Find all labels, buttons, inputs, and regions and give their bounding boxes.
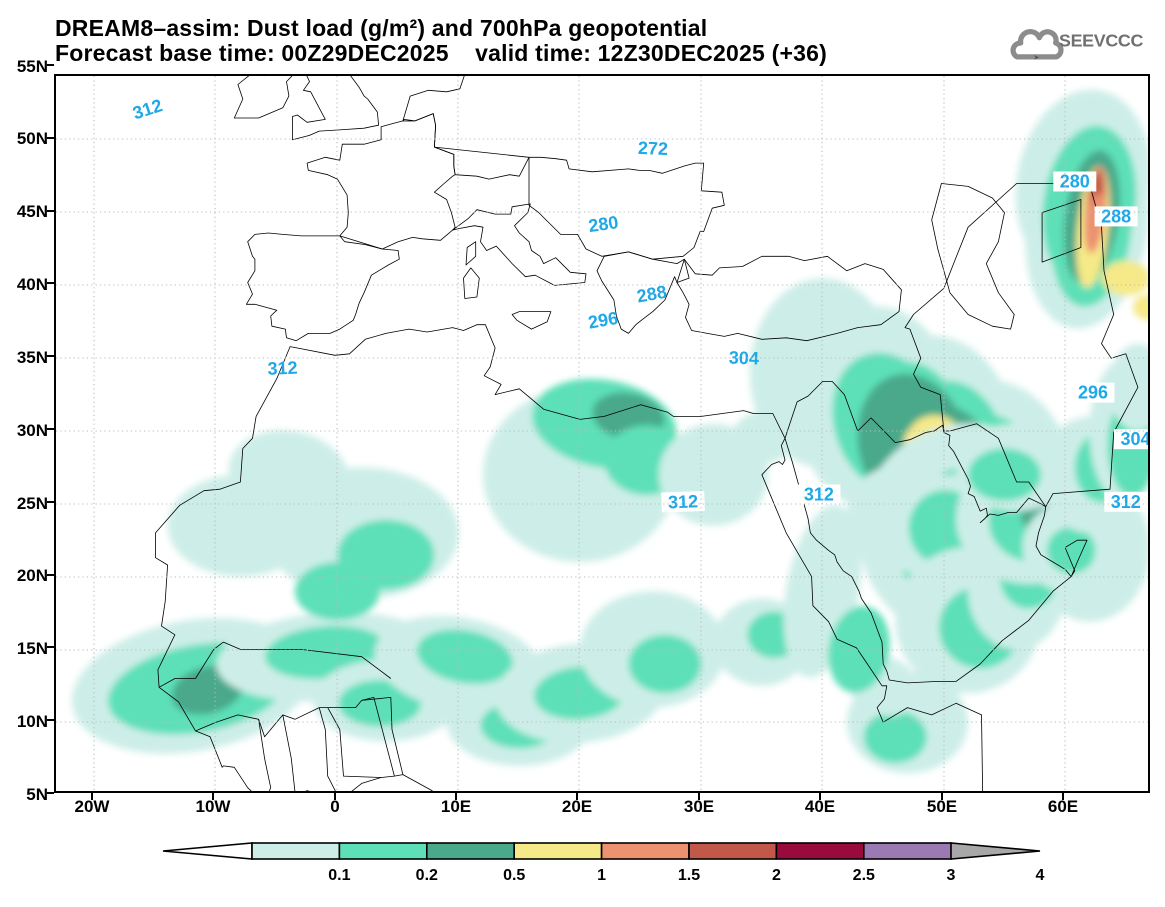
- svg-text:1.5: 1.5: [678, 867, 700, 884]
- svg-text:2.5: 2.5: [853, 867, 875, 884]
- svg-text:0.2: 0.2: [416, 867, 438, 884]
- svg-text:0.1: 0.1: [328, 867, 350, 884]
- svg-text:1: 1: [597, 867, 606, 884]
- svg-text:0.5: 0.5: [503, 867, 525, 884]
- svg-text:4: 4: [1036, 867, 1045, 884]
- svg-text:2: 2: [772, 867, 781, 884]
- svg-text:3: 3: [947, 867, 956, 884]
